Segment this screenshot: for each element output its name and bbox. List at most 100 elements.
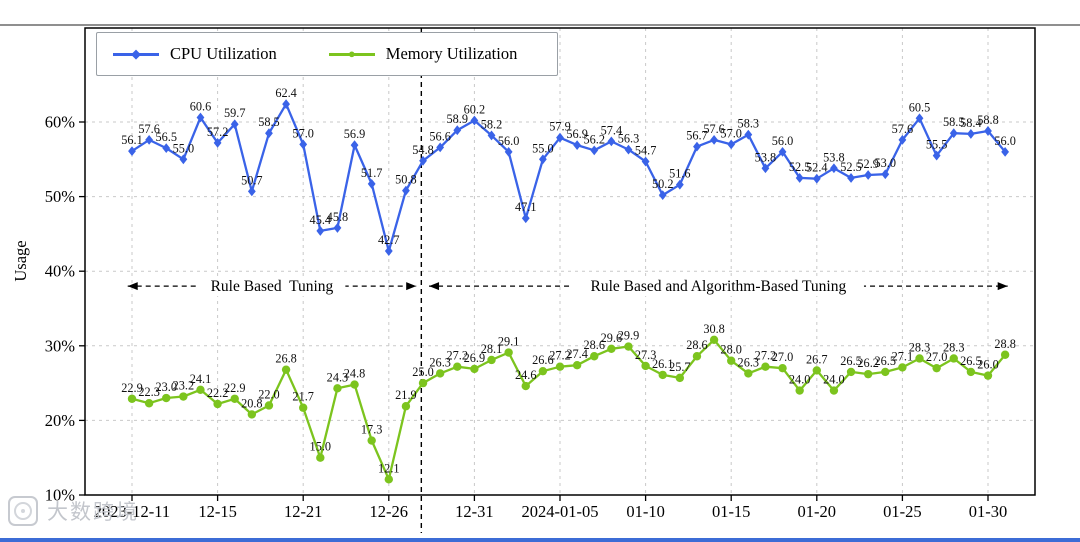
data-point-label: 12.1 — [378, 461, 400, 475]
data-point-label: 57.0 — [292, 126, 314, 140]
data-point-label: 56.5 — [155, 130, 177, 144]
arrowhead-right-icon — [997, 282, 1008, 291]
data-point-label: 26.3 — [429, 355, 451, 369]
data-point-label: 60.2 — [464, 103, 486, 117]
top-border-line — [0, 24, 1080, 26]
data-point-label: 26.7 — [806, 352, 828, 366]
data-point-label: 24.3 — [327, 370, 349, 384]
x-tick-labels: 2023-12-11 12-15 12-21 12-26 12-31 2024-01-05… — [94, 502, 1007, 521]
data-point-label: 58.5 — [258, 115, 280, 129]
data-point-label: 27.3 — [635, 348, 657, 362]
data-point-label: 21.9 — [395, 388, 417, 402]
data-point-label: 27.0 — [926, 350, 948, 364]
x-tick-label: 01-15 — [712, 502, 751, 521]
y-tick-label: 60% — [45, 113, 76, 132]
annotation-0: Rule Based Tuning — [127, 276, 417, 297]
data-point-label: 56.0 — [772, 134, 794, 148]
x-tick-label: 01-10 — [626, 502, 665, 521]
data-point-label: 26.5 — [840, 354, 862, 368]
memory-legend-swatch: ● — [328, 45, 375, 62]
data-point-label: 27.1 — [892, 349, 914, 363]
y-axis-title: Usage — [11, 240, 30, 281]
data-point-label: 56.3 — [618, 132, 640, 146]
data-point-label: 28.3 — [909, 340, 931, 354]
x-tick-label: 01-20 — [798, 502, 837, 521]
data-point-label: 21.7 — [292, 390, 314, 404]
data-point-label: 24.0 — [789, 373, 811, 387]
data-point-label: 56.7 — [686, 129, 708, 143]
data-point-label: 56.0 — [498, 134, 520, 148]
data-point-label: 58.8 — [977, 113, 999, 127]
data-point-label: 55.0 — [173, 141, 195, 155]
data-point-label: 24.6 — [515, 368, 537, 382]
data-point-label: 56.9 — [566, 127, 588, 141]
y-tick-label: 50% — [45, 187, 76, 206]
data-point-label: 24.8 — [344, 367, 366, 381]
x-tick-label: 01-30 — [969, 502, 1008, 521]
data-point-label: 28.0 — [720, 343, 742, 357]
cpu-utilization-point-labels: 56.157.656.555.060.657.259.750.758.562.4… — [121, 86, 1016, 247]
data-point-label: 50.8 — [395, 173, 417, 187]
memory-circle-marker-icon: ● — [347, 45, 356, 61]
axis-ticks — [79, 121, 989, 501]
data-point-label: 53.8 — [755, 150, 777, 164]
x-tick-label: 12-31 — [455, 502, 494, 521]
data-point-label: 51.7 — [361, 166, 383, 180]
data-point-label: 27.4 — [566, 347, 588, 361]
data-point-label: 58.2 — [481, 117, 503, 131]
memory-legend-line — [328, 53, 375, 56]
x-tick-label: 01-25 — [883, 502, 922, 521]
y-tick-label: 30% — [45, 336, 76, 355]
data-point-label: 25.0 — [412, 365, 434, 379]
data-point-label: 27.2 — [755, 349, 777, 363]
chart-legend: ◆ CPU Utilization ● Memory Utilization — [96, 32, 558, 76]
data-point-label: 57.6 — [138, 122, 160, 136]
data-point-label: 45.4 — [310, 213, 332, 227]
data-point-label: 26.5 — [960, 354, 982, 368]
data-point-label: 60.5 — [909, 100, 931, 114]
y-tick-label: 10% — [45, 486, 76, 505]
x-tick-label: 2023-12-11 — [94, 502, 170, 521]
legend-item-cpu: ◆ CPU Utilization — [113, 44, 277, 64]
data-point-label: 22.9 — [224, 381, 246, 395]
data-point-label: 57.6 — [703, 122, 725, 136]
x-tick-label: 2024-01-05 — [522, 502, 599, 521]
data-point-label: 25.7 — [669, 360, 691, 374]
cpu-legend-line — [113, 53, 159, 56]
arrowhead-right-icon — [406, 282, 417, 291]
y-tick-label: 40% — [45, 262, 76, 281]
data-point-label: 57.9 — [549, 120, 571, 134]
watermark-text: 大数跨境 — [47, 501, 139, 524]
data-point-label: 56.2 — [583, 132, 605, 146]
data-point-label: 26.5 — [875, 354, 897, 368]
data-point-label: 56.6 — [429, 129, 451, 143]
data-point-label: 27.0 — [772, 350, 794, 364]
memory-utilization-point-labels: 22.922.323.023.224.122.222.920.822.026.8… — [121, 322, 1016, 476]
data-point-label: 22.3 — [138, 385, 160, 399]
data-point-label: 22.0 — [258, 387, 280, 401]
memory-utilization-markers — [127, 335, 1010, 484]
data-point-label: 52.5 — [840, 160, 862, 174]
data-point-label: 26.2 — [857, 356, 879, 370]
data-point-label: 57.4 — [601, 123, 623, 137]
data-point-label: 60.6 — [190, 100, 212, 114]
data-point-label: 57.2 — [207, 125, 229, 139]
legend-label-memory: Memory Utilization — [385, 44, 518, 63]
x-tick-label: 12-15 — [198, 502, 237, 521]
data-point-label: 23.0 — [155, 380, 177, 394]
data-point-label: 52.4 — [806, 161, 828, 175]
data-point-label: 55.5 — [926, 138, 948, 152]
bottom-border-line — [0, 538, 1080, 542]
data-point-label: 57.6 — [892, 122, 914, 136]
data-point-label: 24.0 — [823, 373, 845, 387]
cpu-utilization-line — [131, 102, 1006, 253]
data-point-label: 28.6 — [686, 338, 708, 352]
data-point-label: 54.8 — [412, 143, 434, 157]
memory-utilization-line — [131, 338, 1006, 481]
data-point-label: 58.3 — [738, 117, 760, 131]
data-point-label: 52.9 — [857, 157, 879, 171]
data-point-label: 47.1 — [515, 200, 537, 214]
data-point-label: 26.8 — [275, 352, 297, 366]
data-point-label: 29.6 — [601, 331, 623, 345]
